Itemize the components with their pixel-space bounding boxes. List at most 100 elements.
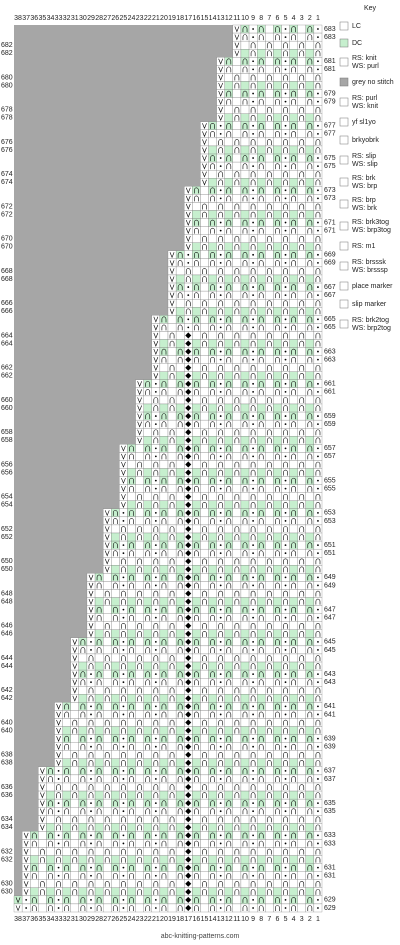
stitch-cell: [135, 613, 144, 622]
stitch-cell: [297, 49, 306, 58]
brk-symbol: [121, 784, 126, 791]
brk-symbol: [218, 558, 224, 565]
stitch-cell: [119, 686, 128, 695]
stitch-cell: [224, 758, 233, 768]
stitch-cell: [143, 831, 152, 840]
slip-symbol: [185, 203, 191, 210]
brk-symbol: [242, 518, 248, 524]
brk-symbol: [266, 469, 272, 476]
brk-symbol: [307, 131, 313, 137]
stitch-cell: [200, 589, 209, 598]
stitch-cell: [281, 492, 290, 501]
brk-symbol: [234, 598, 240, 605]
stitch-cell: [192, 613, 201, 622]
brk-symbol: [210, 131, 215, 137]
stitch-cell: [208, 242, 217, 251]
purl-dot: [284, 899, 287, 901]
stitch-cell: [151, 855, 161, 864]
brk-symbol: [137, 631, 142, 637]
brk-symbol: [194, 477, 199, 484]
purl-dot: [252, 511, 255, 514]
row-number: 677: [324, 131, 336, 138]
stitch-cell: [135, 468, 144, 477]
purl-dot: [284, 907, 287, 909]
stitch-cell: [119, 557, 128, 566]
stitch-cell: [232, 347, 242, 356]
slip-symbol: [218, 82, 224, 89]
stitch-cell: [224, 879, 233, 888]
brk-symbol: [242, 219, 248, 226]
stitch-cell: [265, 557, 274, 566]
stitch-cell: [232, 57, 242, 66]
stitch-cell: [305, 339, 315, 348]
stitch-cell: [167, 589, 177, 598]
stitch-cell: [305, 355, 315, 364]
stitch-cell: [240, 202, 250, 211]
column-number: 4: [292, 15, 296, 22]
brk-symbol: [250, 493, 256, 500]
brk-symbol: [234, 727, 240, 734]
stitch-cell: [305, 565, 315, 574]
stitch-cell: [175, 613, 185, 622]
stitch-cell: [94, 798, 104, 808]
row-number: 683: [324, 34, 336, 41]
brk-symbol: [129, 542, 134, 549]
brk-symbol: [234, 534, 240, 541]
stitch-cell: [257, 266, 266, 276]
brk-symbol: [64, 905, 70, 911]
brk-symbol: [177, 743, 183, 750]
row-number: 652: [1, 526, 13, 533]
slip-marker: [185, 469, 192, 476]
brk-symbol: [64, 703, 70, 710]
stitch-cell: [175, 274, 185, 284]
stitch-cell: [248, 234, 258, 243]
stitch-cell: [62, 726, 71, 735]
brk-symbol: [121, 598, 126, 605]
stitch-cell: [127, 758, 136, 768]
row-number: 647: [324, 615, 336, 622]
brk-symbol: [96, 897, 102, 903]
brk-symbol: [266, 405, 272, 412]
brk-symbol: [250, 760, 256, 766]
brk-symbol: [129, 840, 134, 847]
stitch-cell: [200, 581, 209, 590]
stitch-cell: [240, 307, 250, 316]
brk-symbol: [250, 848, 256, 855]
stitch-cell: [135, 540, 144, 550]
stitch-cell: [143, 508, 152, 518]
brk-symbol: [250, 566, 256, 573]
brk-symbol: [104, 695, 110, 702]
slip-symbol: [40, 824, 45, 831]
stitch-cell: [111, 653, 120, 663]
brk-symbol: [169, 534, 175, 541]
stitch-cell: [159, 460, 169, 469]
stitch-cell: [192, 823, 201, 832]
purl-dot: [252, 608, 255, 611]
purl-dot: [284, 132, 287, 135]
stitch-cell: [257, 299, 266, 308]
stitch-cell: [103, 807, 112, 816]
brk-symbol: [145, 864, 151, 871]
stitch-cell: [273, 548, 282, 558]
stitch-cell: [94, 597, 104, 606]
slip-marker: [185, 671, 192, 678]
brk-symbol: [137, 816, 142, 823]
stitch-cell: [224, 89, 233, 98]
stitch-cell: [78, 855, 88, 864]
stitch-cell: [135, 871, 144, 880]
brk-symbol: [194, 324, 199, 331]
stitch-cell: [208, 710, 217, 719]
stitch-cell: [78, 782, 88, 792]
stitch-cell: [248, 428, 258, 437]
stitch-cell: [159, 750, 169, 759]
brk-symbol: [275, 219, 280, 226]
stitch-cell: [305, 331, 315, 340]
brk-symbol: [80, 808, 86, 815]
purl-dot: [90, 681, 92, 684]
stitch-cell: [305, 266, 315, 276]
stitch-cell: [192, 581, 201, 590]
stitch-cell: [289, 65, 298, 74]
stitch-cell: [127, 815, 136, 824]
stitch-cell: [184, 274, 193, 284]
brk-symbol: [64, 776, 70, 782]
